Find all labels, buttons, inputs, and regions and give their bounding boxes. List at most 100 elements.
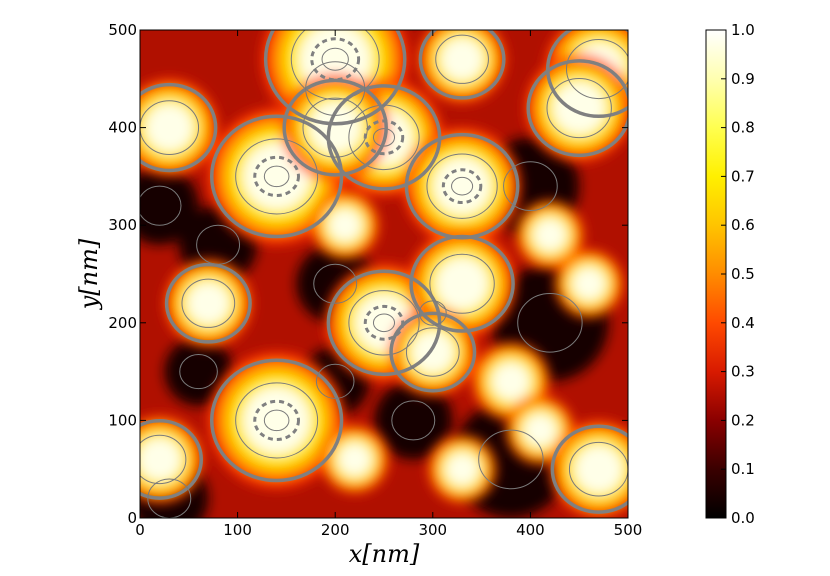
contour-thin-11 <box>429 253 495 314</box>
contour-thin-2 <box>566 39 628 100</box>
contour-dashed-10 <box>363 304 405 341</box>
bright-region-19-level-3 <box>445 452 480 487</box>
contour-thin-5 <box>348 104 420 171</box>
contour-thick-9 <box>164 262 252 344</box>
bright-region-9-level-3 <box>186 281 231 326</box>
contour-dark-1 <box>196 224 241 265</box>
bright-region-13-level-3 <box>242 386 311 455</box>
contour-lines <box>140 30 628 518</box>
y-tick-label: 300 <box>108 216 137 234</box>
x-tick-label: 200 <box>321 521 350 539</box>
heatmap-bright-regions <box>140 30 628 518</box>
contour-thick-11 <box>409 234 515 333</box>
contour-thin-7 <box>426 153 498 219</box>
contour-thick-12 <box>389 311 477 393</box>
contour-thick-16 <box>140 419 203 500</box>
contour-thin-16 <box>140 434 187 485</box>
contour-thick-1 <box>418 30 506 100</box>
x-tick-label: 500 <box>614 521 643 539</box>
contour-dark-7 <box>147 478 192 518</box>
contour-thick-8 <box>526 59 628 158</box>
colorbar-tick-label: 0.7 <box>731 167 755 185</box>
colorbar-tick-label: 0.0 <box>731 509 755 527</box>
contour-dashed-4 <box>253 155 301 198</box>
bright-region-21-level-3 <box>327 208 363 243</box>
contour-dark-9 <box>418 300 447 326</box>
contour-thin-4 <box>235 138 319 215</box>
contour-dark-11 <box>140 185 182 226</box>
contour-thin-6 <box>302 97 368 158</box>
contour-thin-3 <box>140 100 200 155</box>
colorbar-tick-label: 0.8 <box>731 119 755 137</box>
y-axis-label: y[nm] <box>75 238 103 310</box>
y-tick-label: 500 <box>108 21 137 39</box>
bright-region-11-level-3 <box>435 256 489 311</box>
colorbar-tick-label: 0.2 <box>731 411 755 429</box>
bright-region-3-level-3 <box>144 103 194 152</box>
contour-inner-0 <box>321 47 349 71</box>
contour-dark-8 <box>391 400 436 441</box>
contour-thick-10 <box>326 269 442 377</box>
contour-inner-4 <box>263 165 290 188</box>
bright-region-1-level-3 <box>440 37 485 82</box>
bright-region-16-level-3 <box>140 437 182 482</box>
x-axis-ticks: 0 100 200 300 400 500 <box>135 30 642 539</box>
contour-thin-1 <box>435 34 489 84</box>
contour-thin-12 <box>405 327 460 377</box>
contour-thick-17 <box>550 424 628 514</box>
x-tick-label: 300 <box>418 521 447 539</box>
bright-region-20-level-3 <box>571 266 607 301</box>
contour-dark-0 <box>305 61 366 116</box>
contour-dashed-7 <box>441 168 483 205</box>
contour-thin-9 <box>181 278 236 328</box>
heatmap <box>140 30 628 518</box>
colorbar: 0.0 0.1 0.2 0.3 0.4 0.5 0.6 0.7 0.8 0.9 1.0 <box>705 21 755 527</box>
x-tick-label: 400 <box>516 521 545 539</box>
contour-dark-2 <box>313 263 358 304</box>
contour-thin-8 <box>546 78 612 139</box>
bright-region-15-level-3 <box>523 413 558 448</box>
contour-thin-13 <box>235 382 319 459</box>
contour-thick-4 <box>209 114 344 239</box>
bright-region-8-level-3 <box>552 81 607 135</box>
x-axis-label: x[nm] <box>349 540 420 568</box>
contour-inner-13 <box>263 409 290 432</box>
y-tick-label: 400 <box>108 119 137 137</box>
contour-dark-5 <box>179 354 218 390</box>
contour-dark-6 <box>478 429 544 490</box>
bright-region-22-level-3 <box>532 217 567 253</box>
plot-frame <box>139 29 629 519</box>
y-tick-label: 100 <box>108 411 137 429</box>
colorbar-tick-label: 0.5 <box>731 265 755 283</box>
colorbar-tick-label: 0.9 <box>731 70 755 88</box>
colorbar-tick-label: 0.6 <box>731 216 755 234</box>
contour-thick-13 <box>209 358 344 483</box>
contour-thin-10 <box>348 290 420 356</box>
contour-dashed-0 <box>310 37 361 82</box>
contour-thin-0 <box>290 30 380 101</box>
contour-dashed-13 <box>253 399 301 442</box>
contour-thick-0 <box>263 30 407 126</box>
bright-region-7-level-3 <box>432 156 492 216</box>
contour-inner-10 <box>372 313 396 333</box>
contour-thick-6 <box>282 78 388 177</box>
colorbar-tick-label: 0.4 <box>731 314 755 332</box>
bright-region-12-level-3 <box>410 330 455 375</box>
bright-region-17-level-3 <box>574 444 624 494</box>
dark-region-8 <box>374 381 453 460</box>
dark-region-5 <box>164 337 233 406</box>
x-tick-label: 0 <box>135 521 145 539</box>
bright-region-18-level-3 <box>337 442 372 477</box>
contour-dark-3 <box>517 293 583 353</box>
contour-thick-3 <box>140 82 218 173</box>
colorbar-tick-label: 0.1 <box>731 460 755 478</box>
y-tick-label: 200 <box>108 314 137 332</box>
bright-region-14-level-3 <box>491 361 531 401</box>
contour-dark-4 <box>315 363 355 399</box>
colorbar-ticks: 0.0 0.1 0.2 0.3 0.4 0.5 0.6 0.7 0.8 0.9 1.0 <box>721 21 755 527</box>
colorbar-tick-label: 0.3 <box>731 363 755 381</box>
y-tick-label: 0 <box>127 509 137 527</box>
contour-inner-7 <box>451 176 474 196</box>
x-tick-label: 100 <box>223 521 252 539</box>
